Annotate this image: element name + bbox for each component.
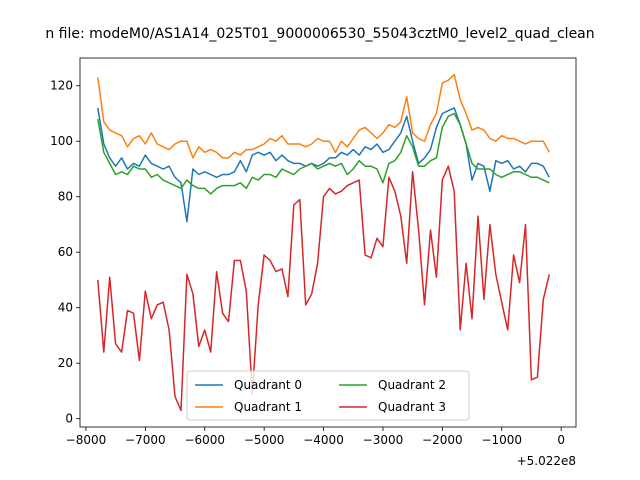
legend-label-quadrant-1: Quadrant 1 [234, 400, 302, 414]
y-tick-label: 20 [58, 356, 73, 370]
legend: Quadrant 0 Quadrant 1 Quadrant 2 Quadrant 3 [186, 370, 470, 421]
series-line-quadrant-1 [97, 73, 550, 159]
axes-frame [79, 57, 577, 428]
y-tick-label: 0 [65, 412, 73, 426]
series-group [97, 73, 551, 412]
x-tick-label: −7000 [125, 433, 166, 447]
x-tick-label: 0 [557, 433, 565, 447]
x-tick-label: −1000 [481, 433, 522, 447]
y-tick-label: 80 [58, 190, 73, 204]
y-tick-label: 120 [50, 79, 73, 93]
x-tick-label: −5000 [244, 433, 285, 447]
legend-label-quadrant-2: Quadrant 2 [378, 378, 446, 392]
legend-box [186, 370, 470, 421]
y-tick-label: 100 [50, 134, 73, 148]
chart-title: n file: modeM0/AS1A14_025T01_9000006530_… [45, 26, 594, 42]
legend-label-quadrant-3: Quadrant 3 [378, 400, 446, 414]
legend-label-quadrant-0: Quadrant 0 [234, 378, 302, 392]
x-tick-label: −2000 [422, 433, 463, 447]
x-axis: −8000 −7000 −6000 −5000 −4000 −3000 −2000 −1000… [66, 427, 565, 447]
series-line-quadrant-0 [97, 107, 550, 223]
x-tick-label: −3000 [363, 433, 404, 447]
x-tick-label: −8000 [66, 433, 107, 447]
x-tick-label: −4000 [303, 433, 344, 447]
plot-area: −8000 −7000 −6000 −5000 −4000 −3000 −2000 −1000… [50, 57, 577, 468]
y-tick-label: 60 [58, 245, 73, 259]
series-line-quadrant-3 [97, 165, 551, 412]
y-tick-label: 40 [58, 301, 73, 315]
y-axis: 0 20 40 60 80 100 120 [50, 79, 80, 426]
x-tick-label: −6000 [184, 433, 225, 447]
series-line-quadrant-2 [97, 112, 550, 195]
x-axis-offset-label: +5.022e8 [517, 454, 576, 468]
